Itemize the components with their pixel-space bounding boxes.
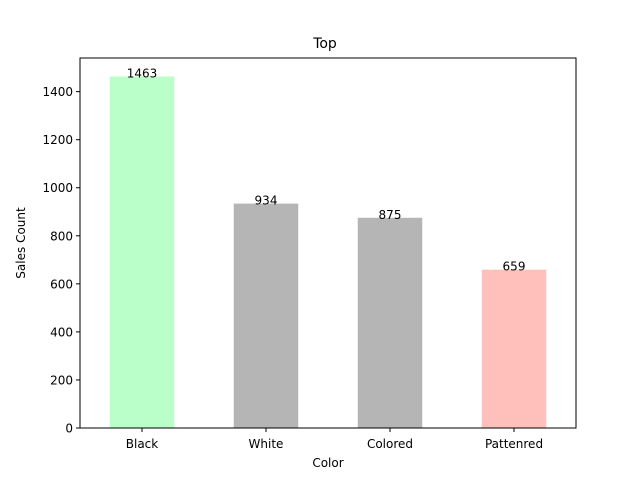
plot-frame — [79, 57, 577, 429]
y-tick-label: 600 — [50, 277, 73, 291]
y-axis-label: Sales Count — [14, 207, 28, 279]
y-tick-label: 400 — [50, 325, 73, 339]
bar — [357, 217, 423, 428]
data-label: 875 — [379, 208, 402, 222]
x-tick-label: Black — [126, 437, 159, 451]
bar — [109, 76, 175, 428]
data-label: 934 — [255, 194, 278, 208]
bar — [481, 269, 547, 428]
y-tick-label: 200 — [50, 373, 73, 387]
chart-title: Top — [312, 36, 337, 52]
y-tick-label: 800 — [50, 229, 73, 243]
y-tick-label: 1400 — [42, 85, 73, 99]
y-tick-label: 0 — [65, 422, 73, 436]
bar — [233, 203, 299, 428]
plot-area: 0 200 400 600 800 1000 1200 1400 Black 1463 White 9… — [42, 67, 547, 451]
y-tick-label: 1200 — [42, 133, 73, 147]
x-axis-label: Color — [312, 456, 343, 470]
x-tick-label: White — [249, 437, 284, 451]
data-label: 659 — [503, 260, 526, 274]
x-tick-label: Colored — [367, 437, 413, 451]
x-tick-label: Pattenred — [485, 437, 543, 451]
data-label: 1463 — [127, 67, 158, 81]
y-tick-label: 1000 — [42, 181, 73, 195]
